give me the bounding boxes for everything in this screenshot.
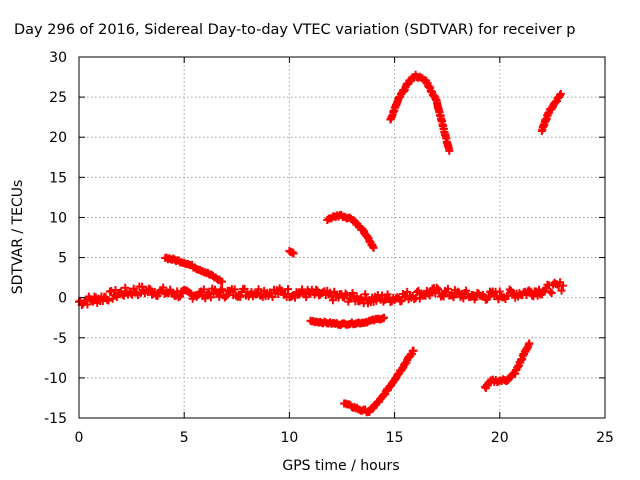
x-tick-label: 20 xyxy=(491,430,509,446)
data-point xyxy=(218,277,227,286)
x-tick-label: 25 xyxy=(596,430,614,446)
data-points xyxy=(75,70,567,417)
data-point xyxy=(546,287,555,296)
data-point xyxy=(159,283,168,292)
data-point xyxy=(377,291,386,300)
data-point xyxy=(539,288,548,296)
data-point xyxy=(175,292,184,301)
data-point xyxy=(288,248,297,257)
data-point xyxy=(547,288,556,297)
data-point xyxy=(230,285,239,294)
data-point xyxy=(403,287,412,296)
data-point xyxy=(369,243,378,252)
data-point xyxy=(445,146,454,155)
data-point xyxy=(328,296,337,305)
data-point xyxy=(145,284,154,293)
data-point xyxy=(413,288,422,297)
x-tick-label: 0 xyxy=(75,430,84,446)
y-tick-label: 15 xyxy=(49,170,67,186)
chart-title: Day 296 of 2016, Sidereal Day-to-day VTE… xyxy=(14,22,575,38)
x-tick-label: 15 xyxy=(386,430,404,446)
data-point xyxy=(409,346,418,355)
data-point xyxy=(104,296,113,305)
data-point xyxy=(525,339,534,348)
data-point xyxy=(236,292,245,301)
plot-frame xyxy=(78,56,606,419)
data-point xyxy=(326,288,335,297)
data-point xyxy=(138,282,147,291)
data-point xyxy=(443,284,452,293)
data-point xyxy=(218,285,227,294)
data-point xyxy=(556,89,565,98)
data-point xyxy=(425,291,434,300)
data-point xyxy=(146,285,155,294)
data-point xyxy=(204,288,213,297)
data-point xyxy=(89,297,98,306)
data-point xyxy=(222,292,231,301)
y-tick-label: 5 xyxy=(58,251,67,267)
data-point xyxy=(111,285,120,294)
data-point xyxy=(166,285,175,294)
x-axis-label: GPS time / hours xyxy=(282,458,399,474)
data-point xyxy=(558,281,567,290)
data-point xyxy=(313,286,322,295)
data-point xyxy=(212,288,221,297)
data-point xyxy=(459,294,468,303)
y-tick-label: 0 xyxy=(58,291,67,307)
data-point xyxy=(557,286,566,295)
data-point xyxy=(268,292,277,301)
y-tick-label: 10 xyxy=(49,210,67,226)
data-point xyxy=(352,292,361,301)
x-tick-label: 10 xyxy=(280,430,298,446)
data-point xyxy=(216,286,225,295)
data-point xyxy=(380,313,389,322)
y-tick-label: -5 xyxy=(53,331,67,347)
data-point xyxy=(434,285,443,294)
data-point xyxy=(397,296,406,305)
data-point xyxy=(299,289,308,298)
axis-ticks: 0 5 10 15 20 25 -15 -10 -5 0 5 10 15 20 25 30 xyxy=(44,50,614,446)
y-axis-label: SDTVAR / TECUs xyxy=(10,180,26,295)
data-point xyxy=(174,293,183,302)
data-point xyxy=(220,293,229,302)
data-point xyxy=(283,285,292,294)
data-point xyxy=(302,293,311,302)
data-point xyxy=(341,289,350,298)
y-tick-label: 25 xyxy=(49,90,67,106)
y-tick-label: 30 xyxy=(49,50,67,66)
y-tick-label: 20 xyxy=(49,130,67,146)
data-point xyxy=(361,290,370,299)
data-point xyxy=(449,293,458,302)
y-tick-label: -15 xyxy=(44,411,67,427)
data-point xyxy=(432,283,441,292)
data-point xyxy=(393,293,402,302)
data-point xyxy=(289,249,298,258)
x-tick-label: 5 xyxy=(180,430,189,446)
data-point xyxy=(495,287,504,296)
data-point xyxy=(121,283,130,292)
data-point xyxy=(83,300,92,309)
data-point xyxy=(504,291,513,300)
grid xyxy=(79,57,605,418)
data-point xyxy=(199,285,208,294)
data-point xyxy=(254,285,263,294)
data-point xyxy=(525,286,534,295)
y-tick-label: -10 xyxy=(44,371,67,387)
